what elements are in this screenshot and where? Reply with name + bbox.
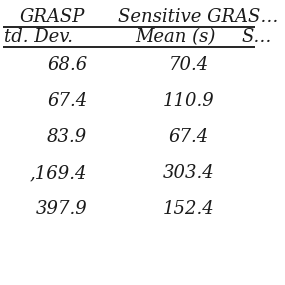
Text: 67.4: 67.4: [47, 92, 87, 110]
Text: 70.4: 70.4: [169, 56, 209, 74]
Text: S…: S…: [242, 28, 272, 46]
Text: 67.4: 67.4: [169, 128, 209, 146]
Text: 110.9: 110.9: [163, 92, 215, 110]
Text: 397.9: 397.9: [36, 200, 87, 218]
Text: Sensitive GRAS…: Sensitive GRAS…: [118, 8, 278, 26]
Text: td. Dev.: td. Dev.: [4, 28, 73, 46]
Text: Mean (s): Mean (s): [136, 28, 216, 46]
Text: 83.9: 83.9: [47, 128, 87, 146]
Text: 68.6: 68.6: [47, 56, 87, 74]
Text: 303.4: 303.4: [163, 164, 215, 182]
Text: 152.4: 152.4: [163, 200, 215, 218]
Text: ,169.4: ,169.4: [30, 164, 87, 182]
Text: GRASP: GRASP: [19, 8, 85, 26]
